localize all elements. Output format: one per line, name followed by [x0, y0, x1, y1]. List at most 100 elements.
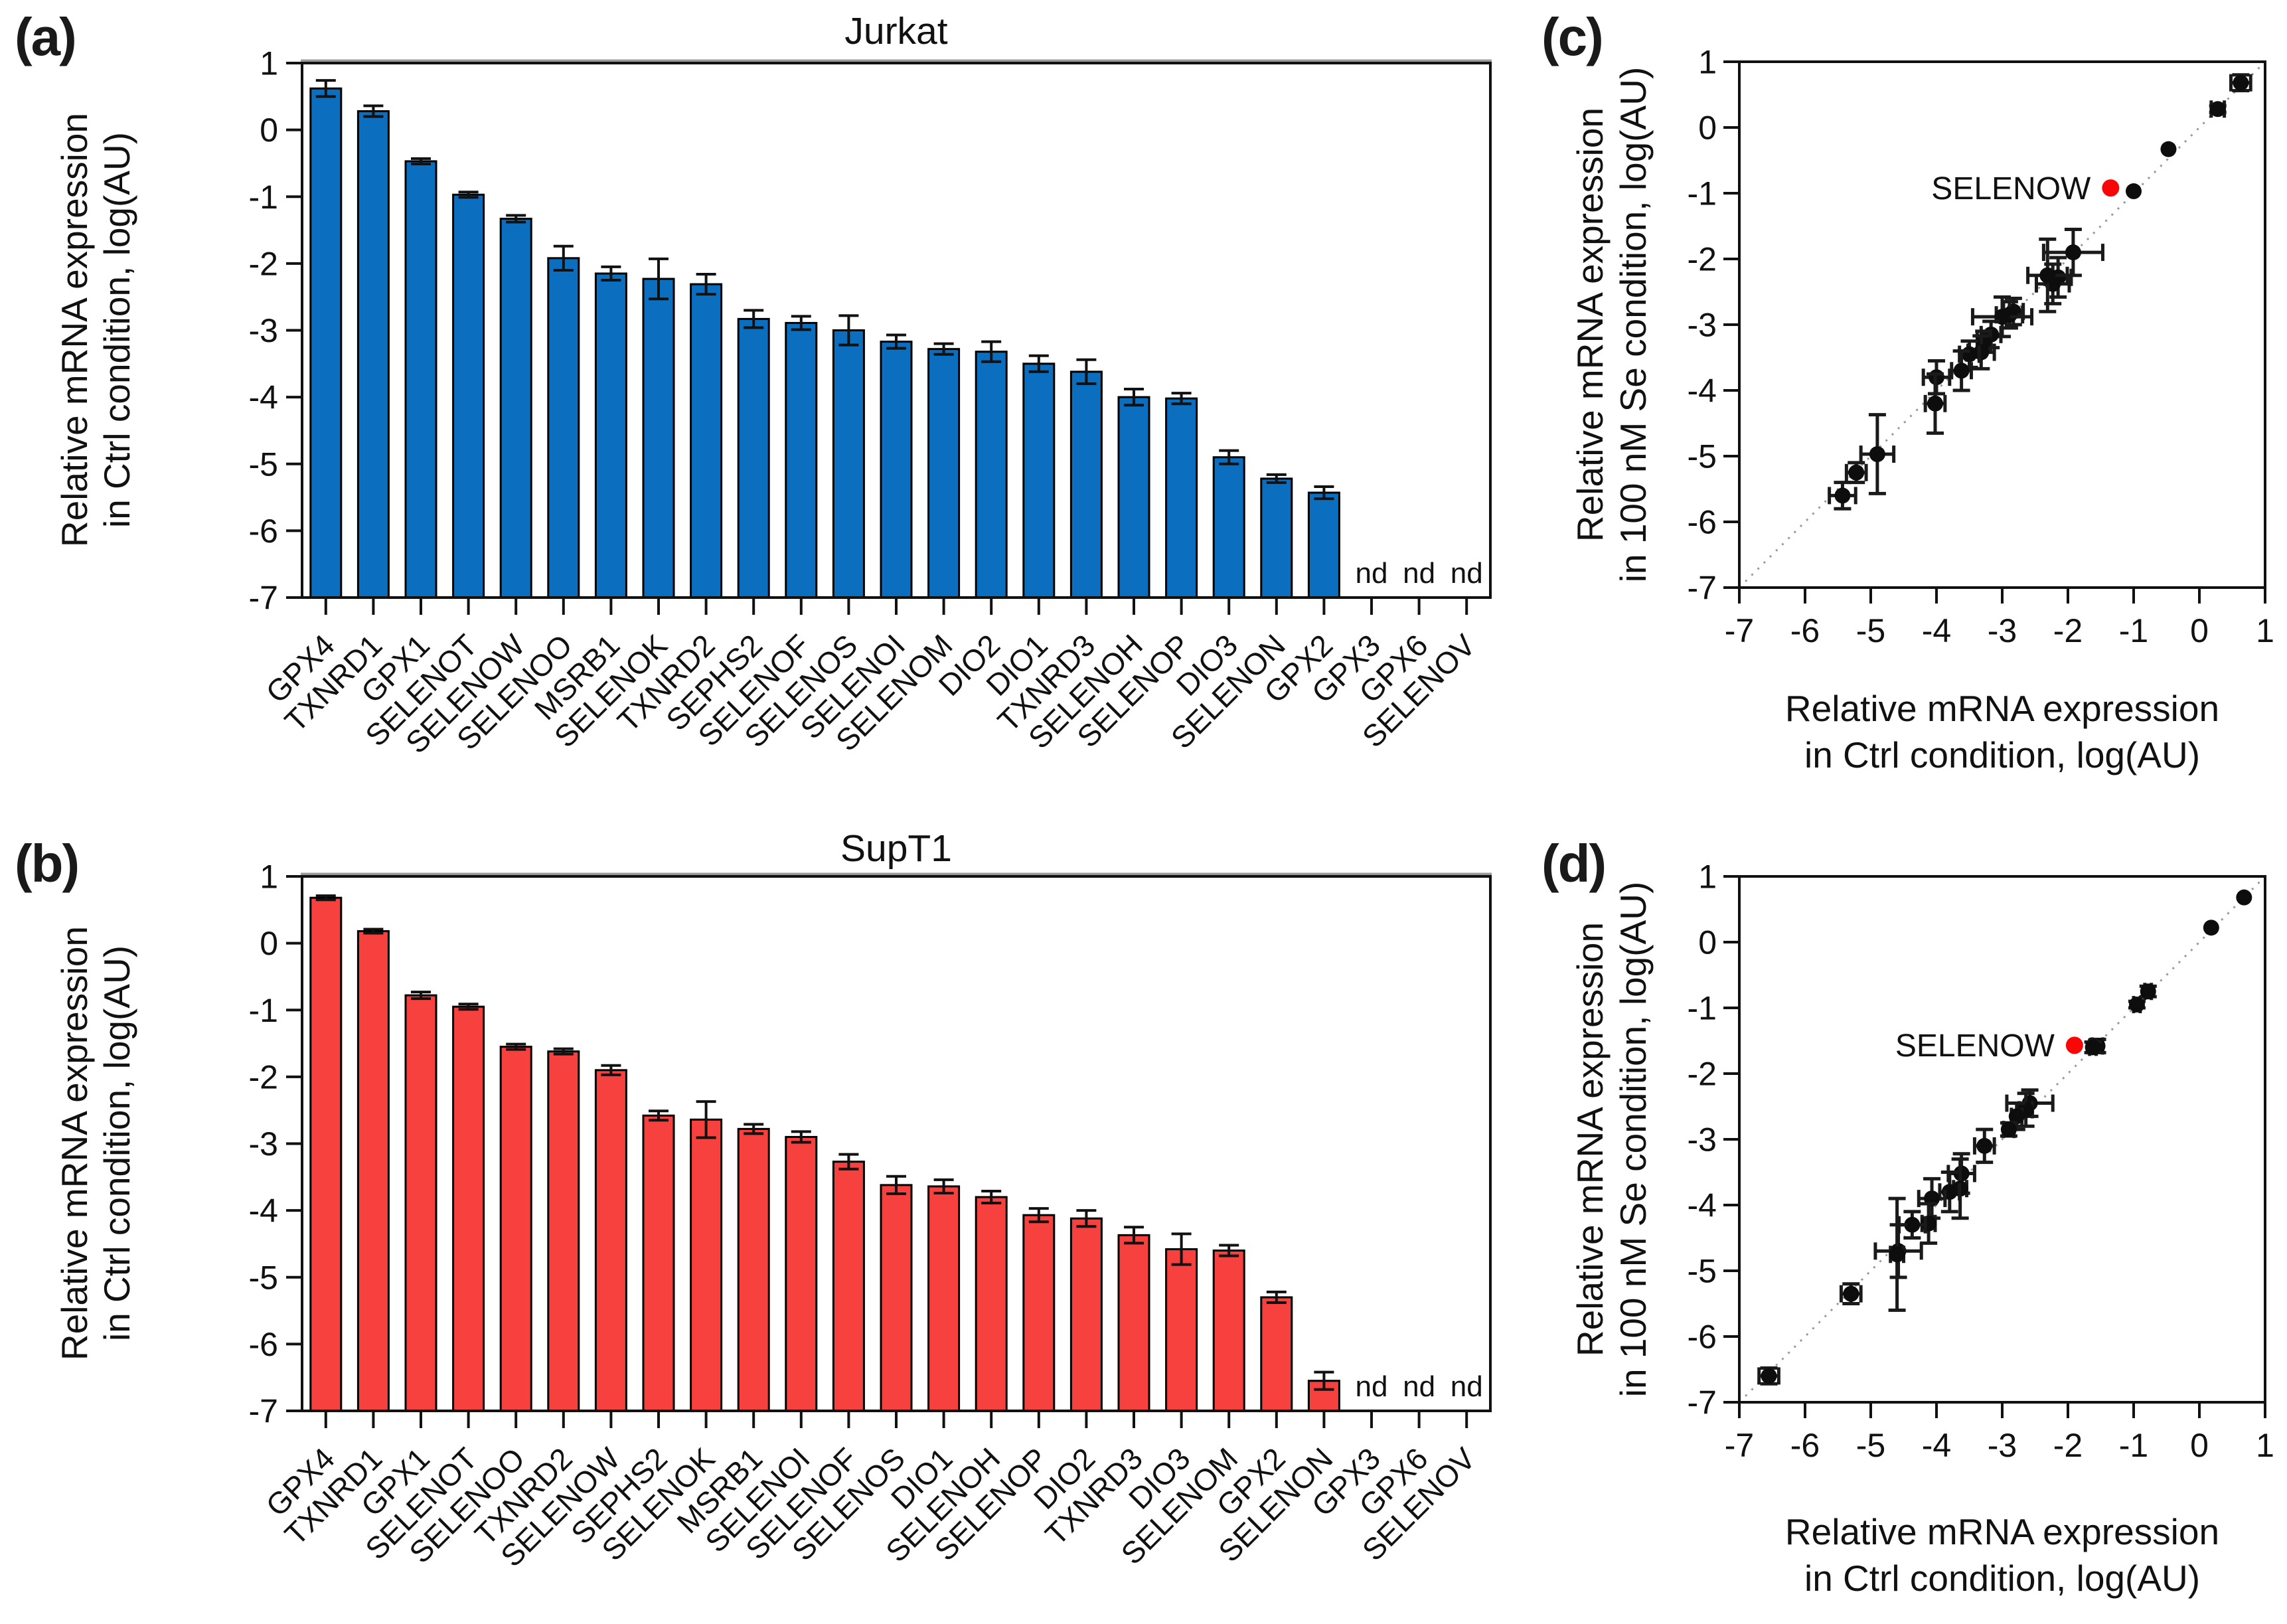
y-tick-label: -2 [1688, 1056, 1717, 1093]
bar-SELENOI [785, 1135, 818, 1412]
y-tick-label: -4 [249, 379, 278, 416]
jurkat-scatter-plot: -7 -6 -5 -4 -3 -2 -1 0 1 1 0 -1 -2 -3 -4 -5 -6 -7 SELENOW [1688, 44, 2274, 650]
panel-b: (b) SupT1 Relative mRNA expression in Ct… [0, 827, 1527, 1624]
x-tick-label: -5 [1856, 612, 1885, 649]
bar-SELENOO [499, 1046, 532, 1412]
plot-frame [1738, 60, 2266, 589]
scatter-point-18 [1869, 446, 1885, 463]
scatter-point-10 [1976, 1137, 1993, 1154]
panel-c: (c) Relative mRNA expression in 100 nM S… [1527, 0, 2287, 827]
bar-TXNRD1 [356, 930, 390, 1412]
bar-TXNRD2 [690, 283, 723, 599]
panel-d-xlabel-line2: in Ctrl condition, log(AU) [1804, 1558, 2201, 1599]
x-tick-label: 0 [2190, 612, 2209, 649]
y-tick-label: -3 [249, 1125, 278, 1163]
y-tick-label: -7 [249, 580, 278, 617]
y-tick-label: -6 [249, 1326, 278, 1363]
scatter-point-16 [1904, 1216, 1921, 1233]
panel-c-xlabel-line2: in Ctrl condition, log(AU) [1804, 734, 2201, 775]
bar-TXNRD2 [547, 1050, 580, 1412]
identity-line [1738, 875, 2266, 1404]
y-tick-label: 1 [1698, 44, 1717, 81]
y-tick-label: 0 [260, 112, 278, 149]
panel-a-tag: (a) [15, 7, 77, 66]
y-tick-label: 1 [1698, 858, 1717, 896]
bar-SELENOW [594, 1069, 627, 1412]
x-tick-label: 0 [2190, 1427, 2209, 1464]
scatter-point-1 [2209, 101, 2226, 118]
bar-MSRB1 [737, 1127, 770, 1412]
bar-SEPHS2 [737, 317, 770, 599]
y-tick-label: -3 [1688, 1121, 1717, 1159]
x-tick-label: -4 [1922, 612, 1951, 649]
scatter-point-15 [1953, 363, 1970, 379]
y-tick-label: 1 [260, 45, 278, 82]
scatter-point-2 [2140, 983, 2156, 1000]
y-tick-label: -5 [249, 1259, 278, 1296]
x-tick-label: -6 [1790, 612, 1820, 649]
y-tick-label: -3 [1688, 307, 1717, 344]
y-tick-label: -4 [1688, 372, 1717, 410]
scatter-point-3 [2126, 183, 2142, 200]
scatter-point-1 [2203, 920, 2219, 936]
supt1-bar-chart: 10-1-2-3-4-5-6-7GPX4TXNRD1GPX1SELENOTSEL… [249, 858, 1492, 1574]
bar-SELENOS [832, 329, 865, 599]
x-tick-label: -5 [1856, 1427, 1885, 1464]
bar-DIO2 [975, 351, 1008, 599]
y-tick-label: -4 [249, 1192, 278, 1230]
nd-label: nd [1403, 1370, 1435, 1403]
x-tick-label: -4 [1922, 1427, 1951, 1464]
panel-a-title: Jurkat [844, 10, 948, 52]
y-tick-label: 1 [260, 858, 278, 896]
bar-DIO3 [1165, 1248, 1198, 1412]
y-tick-label: -2 [249, 245, 278, 282]
highlight-point-SELENOW [2065, 1036, 2083, 1054]
y-tick-label: -5 [249, 446, 278, 483]
scatter-point-20 [1834, 487, 1851, 504]
bar-TXNRD1 [356, 110, 390, 599]
x-tick-label: -1 [2119, 612, 2148, 649]
bar-SELENOT [452, 193, 485, 599]
x-tick-label: 1 [2256, 1427, 2274, 1464]
y-tick-label: -7 [1688, 1384, 1717, 1421]
bar-DIO2 [1069, 1217, 1103, 1412]
y-tick-label: -3 [249, 312, 278, 349]
panel-d: (d) Relative mRNA expression in 100 nM S… [1527, 827, 2287, 1624]
scatter-point-19 [1848, 464, 1865, 481]
x-tick-label: -6 [1790, 1427, 1820, 1464]
y-tick-label: 0 [1698, 110, 1717, 147]
y-tick-label: -5 [1688, 438, 1717, 475]
panel-c-tag: (c) [1541, 7, 1604, 66]
y-tick-label: -6 [1688, 504, 1717, 541]
scatter-point-14 [1961, 346, 1978, 363]
nd-label: nd [1451, 557, 1483, 590]
bar-SELENOK [642, 278, 675, 599]
panel-b-title: SupT1 [840, 827, 952, 870]
nd-label: nd [1403, 557, 1435, 590]
bar-SELENOM [1212, 1250, 1245, 1412]
scatter-point-9 [2000, 1121, 2017, 1138]
y-tick-label: -7 [1688, 570, 1717, 607]
y-tick-label: -2 [1688, 241, 1717, 278]
bar-SELENOP [1022, 1214, 1056, 1412]
scatter-point-5 [2085, 1039, 2101, 1056]
bar-GPX2 [1260, 1296, 1293, 1412]
bar-SELENOH [975, 1196, 1008, 1412]
bar-MSRB1 [594, 272, 627, 599]
x-tick-label: 1 [2256, 612, 2274, 649]
x-tick-label: -7 [1725, 612, 1754, 649]
y-tick-label: -1 [249, 992, 278, 1029]
y-tick-label: -4 [1688, 1187, 1717, 1224]
x-tick-label: -3 [1988, 1427, 2017, 1464]
bar-SELENOF [785, 321, 818, 599]
x-tick-label: -3 [1988, 612, 2017, 649]
plot-frame [1738, 875, 2266, 1404]
y-tick-label: 0 [260, 925, 278, 962]
bar-SELENOW [499, 217, 532, 599]
scatter-point-2 [2160, 141, 2177, 157]
bar-TXNRD3 [1069, 370, 1103, 599]
bar-GPX1 [404, 994, 437, 1412]
bar-SELENOF [832, 1161, 865, 1412]
supt1-scatter-plot: -7 -6 -5 -4 -3 -2 -1 0 1 1 0 -1 -2 -3 -4 -5 -6 -7 SELENOW [1688, 858, 2274, 1465]
